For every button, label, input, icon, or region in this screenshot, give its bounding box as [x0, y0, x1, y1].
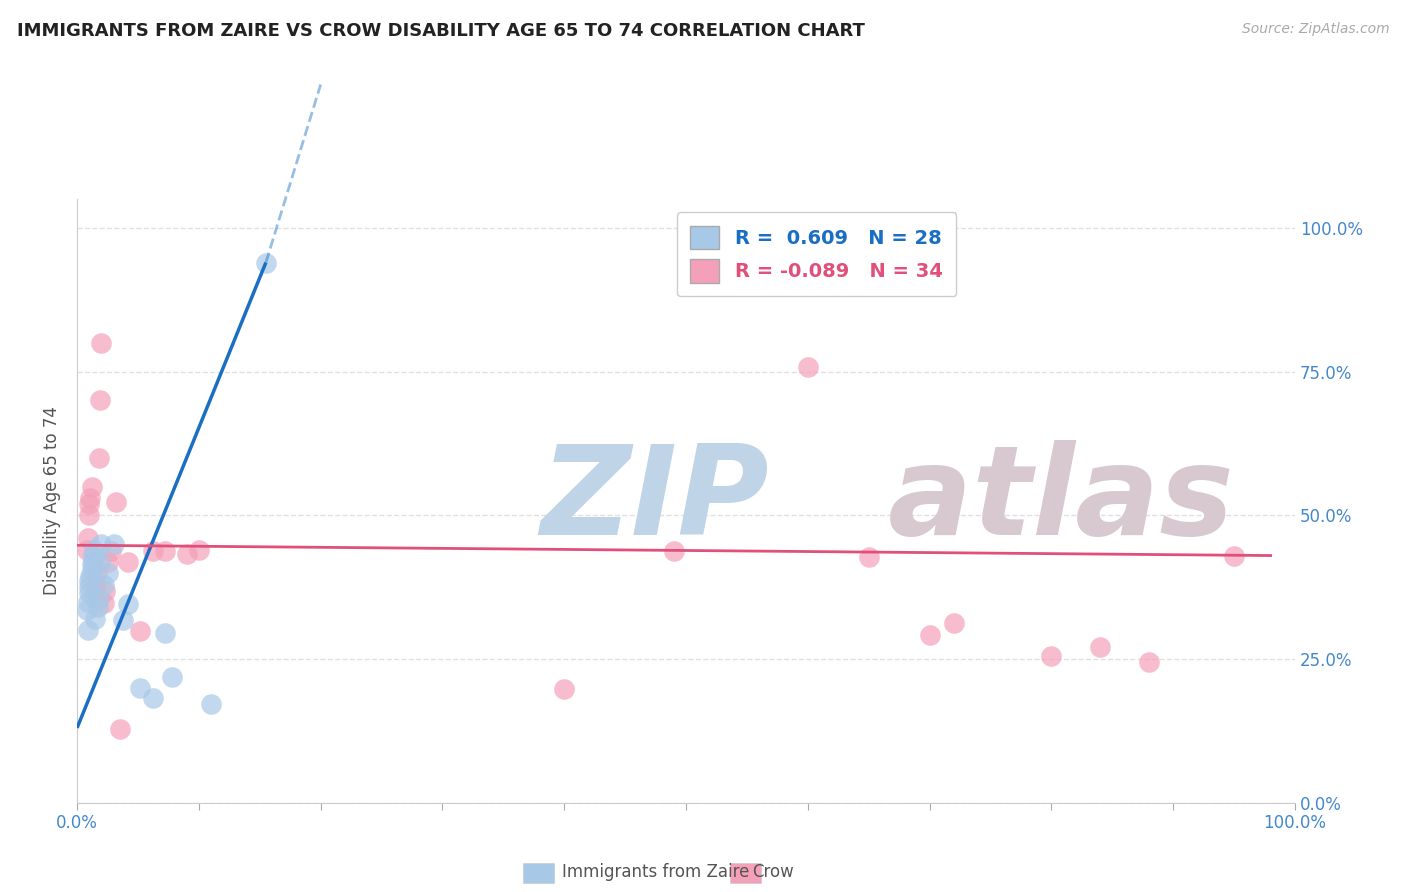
Point	[82, 554, 104, 568]
Point	[87, 450, 110, 465]
Point	[1040, 649, 1063, 664]
Point	[1223, 549, 1246, 563]
Point	[84, 612, 107, 626]
Point	[77, 497, 100, 511]
Point	[142, 544, 165, 558]
Point	[87, 600, 110, 615]
Point	[1137, 655, 1160, 669]
Point	[108, 722, 131, 736]
Point	[77, 574, 100, 589]
Point	[76, 603, 98, 617]
Point	[117, 598, 139, 612]
Text: ZIP: ZIP	[540, 441, 769, 561]
Point	[129, 681, 152, 695]
Text: atlas: atlas	[540, 441, 1233, 561]
Point	[797, 360, 820, 375]
Point	[93, 578, 115, 592]
Point	[77, 508, 100, 523]
Legend: R =  0.609   N = 28, R = -0.089   N = 34: R = 0.609 N = 28, R = -0.089 N = 34	[676, 212, 956, 296]
Point	[142, 691, 165, 706]
Point	[100, 544, 122, 558]
Point	[153, 626, 176, 640]
Point	[89, 554, 111, 568]
Point	[662, 544, 685, 558]
Text: Immigrants from Zaire: Immigrants from Zaire	[562, 863, 749, 881]
Point	[918, 628, 941, 642]
Point	[84, 580, 107, 594]
Point	[80, 480, 103, 494]
Point	[80, 563, 103, 577]
Point	[943, 616, 966, 631]
Point	[77, 624, 100, 638]
Point	[254, 255, 277, 269]
Y-axis label: Disability Age 65 to 74: Disability Age 65 to 74	[44, 407, 60, 595]
Point	[79, 491, 101, 505]
Point	[76, 542, 98, 557]
Point	[80, 557, 103, 571]
Point	[160, 670, 183, 684]
Point	[117, 556, 139, 570]
Point	[87, 591, 110, 606]
Point	[90, 537, 112, 551]
Point	[79, 568, 101, 582]
Point	[553, 681, 575, 696]
Point	[96, 556, 118, 570]
Point	[176, 548, 198, 562]
Point	[1088, 640, 1111, 655]
Point	[77, 580, 100, 594]
Text: Source: ZipAtlas.com: Source: ZipAtlas.com	[1241, 22, 1389, 37]
Point	[89, 393, 111, 408]
Point	[129, 624, 152, 639]
Point	[86, 566, 108, 580]
Point	[77, 594, 100, 608]
Point	[77, 531, 100, 545]
Point	[93, 596, 115, 610]
Point	[83, 542, 105, 557]
Point	[90, 336, 112, 351]
Text: IMMIGRANTS FROM ZAIRE VS CROW DISABILITY AGE 65 TO 74 CORRELATION CHART: IMMIGRANTS FROM ZAIRE VS CROW DISABILITY…	[17, 22, 865, 40]
Point	[83, 590, 105, 604]
Point	[112, 613, 135, 627]
Point	[187, 542, 209, 557]
Point	[77, 586, 100, 600]
Text: Crow: Crow	[752, 863, 794, 881]
Point	[200, 697, 222, 711]
Point	[94, 584, 117, 599]
Point	[103, 537, 125, 551]
Point	[82, 549, 104, 563]
Point	[153, 544, 176, 558]
Point	[858, 549, 880, 564]
Point	[105, 495, 128, 509]
Point	[96, 566, 118, 580]
